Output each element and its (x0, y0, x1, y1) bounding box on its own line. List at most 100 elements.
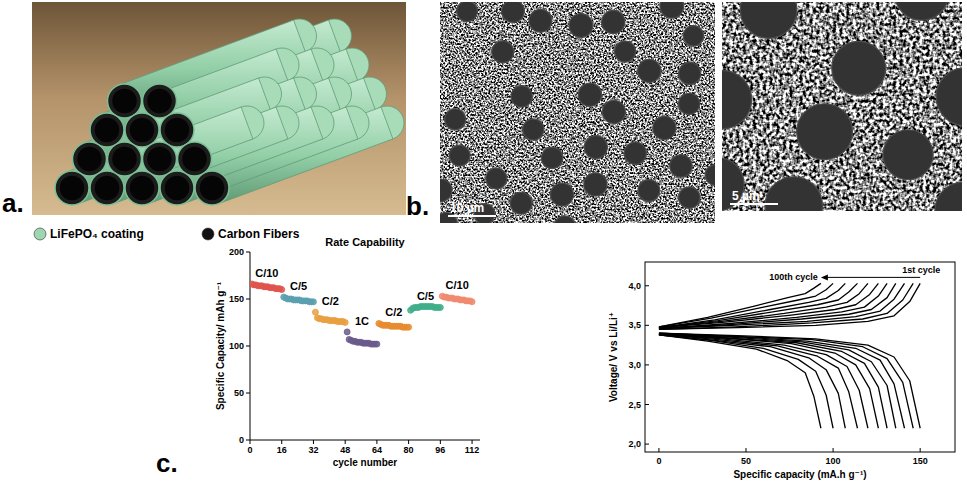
fiber-cross-section (679, 187, 700, 208)
y-tick-label: 0 (239, 435, 244, 445)
fiber-core (165, 118, 189, 142)
y-tick (246, 440, 250, 441)
voltage-curve (659, 333, 905, 428)
x-tick-label: 100 (826, 456, 841, 466)
fiber-cross-section (638, 59, 661, 82)
fiber-end (125, 113, 159, 147)
fiber-core (130, 118, 154, 142)
y-axis-title: Specific Capacity/ mAh g⁻¹ (215, 281, 226, 410)
rate-label: C/10 (446, 279, 469, 291)
fiber-cross-section (683, 26, 703, 46)
legend-label: LiFePO₄ coating (50, 227, 144, 241)
fiber-cross-section (705, 164, 715, 185)
y-tick-label: 3,0 (628, 360, 641, 370)
rate-label: C/2 (322, 295, 339, 307)
y-tick-label: 200 (229, 247, 244, 257)
fiber-cross-section (578, 83, 601, 106)
fiber-core (112, 147, 136, 171)
y-tick (246, 393, 250, 394)
fiber-cross-section (440, 179, 452, 202)
fiber-cross-section (660, 2, 684, 18)
rate-label: C/10 (255, 267, 278, 279)
fiber-cross-section (502, 2, 525, 22)
fiber-cross-section (832, 41, 886, 95)
fiber-cross-section (529, 9, 552, 32)
x-axis (250, 440, 480, 441)
fiber-end (160, 171, 194, 205)
voltage-curve (659, 283, 858, 327)
x-tick (408, 440, 409, 444)
fiber-cross-section (670, 155, 692, 177)
panel-label: c. (156, 448, 178, 478)
legend-swatch (202, 228, 214, 240)
data-point (469, 299, 475, 305)
fiber-core (200, 176, 224, 200)
y-tick-label: 150 (229, 294, 244, 304)
fiber-cross-section (797, 104, 853, 160)
y-tick-label: 100 (229, 341, 244, 351)
x-tick (281, 440, 282, 444)
fiber-end (143, 142, 177, 176)
voltage-curve (659, 334, 858, 428)
fiber-core (95, 176, 119, 200)
x-axis-title: cycle number (333, 457, 398, 468)
fiber-core (112, 89, 136, 113)
rate-label: C/2 (385, 306, 402, 318)
data-point (312, 309, 318, 315)
illustration-background (32, 2, 406, 215)
plot-area (250, 281, 475, 347)
fiber-cross-section (765, 177, 822, 211)
x-axis-title: Specific capacity (mA.h g⁻¹) (733, 469, 866, 480)
fiber-cross-section (445, 109, 466, 130)
fiber-cross-section (894, 2, 949, 20)
y-tick-label: 50 (234, 388, 244, 398)
legend-swatch (34, 228, 46, 240)
fiber-cross-section (449, 145, 470, 166)
fiber-cross-section (679, 62, 701, 84)
fiber-cross-section (541, 147, 562, 168)
fiber-cross-section (584, 173, 607, 196)
x-tick-label: 112 (465, 445, 480, 455)
y-tick (645, 444, 649, 445)
x-tick-label: 48 (340, 445, 350, 455)
fiber-cross-section (492, 41, 514, 63)
x-tick-label: 64 (372, 445, 382, 455)
panel-label: b. (406, 191, 429, 221)
rate-label: C/5 (417, 290, 434, 302)
y-axis-title: Voltage/ V vs Li/Li⁺ (608, 312, 619, 402)
voltage-curve (659, 334, 896, 428)
voltage-curve (659, 283, 868, 327)
y-tick (645, 325, 649, 326)
fiber-cross-section (638, 180, 660, 202)
voltage-curve (659, 283, 896, 328)
y-tick-label: 3,5 (628, 320, 641, 330)
micrograph (440, 2, 715, 223)
data-point (310, 299, 316, 305)
x-tick (250, 440, 251, 444)
x-tick (746, 448, 747, 452)
y-tick (246, 346, 250, 347)
y-tick (246, 299, 250, 300)
fiber-core (147, 89, 171, 113)
annotation-arrowhead (821, 274, 828, 280)
fiber-cross-section (615, 41, 636, 62)
fiber-cross-section (883, 130, 933, 180)
voltage-curve (659, 335, 845, 428)
fiber-cross-section (602, 10, 625, 33)
x-tick-label: 80 (404, 445, 414, 455)
plot-frame (645, 262, 955, 452)
fiber-core (60, 176, 84, 200)
fiber-cross-section (569, 14, 593, 38)
data-point (437, 304, 443, 310)
voltage-curve (659, 283, 913, 329)
fiber-cross-section (679, 93, 700, 114)
fiber-core (95, 118, 119, 142)
voltage-curve (659, 333, 920, 428)
x-tick (345, 440, 346, 444)
x-tick (472, 440, 473, 444)
voltage-curve (659, 283, 878, 327)
fiber-end (160, 113, 194, 147)
x-tick (376, 440, 377, 444)
x-tick-label: 0 (247, 445, 252, 455)
fiber-end (90, 113, 124, 147)
